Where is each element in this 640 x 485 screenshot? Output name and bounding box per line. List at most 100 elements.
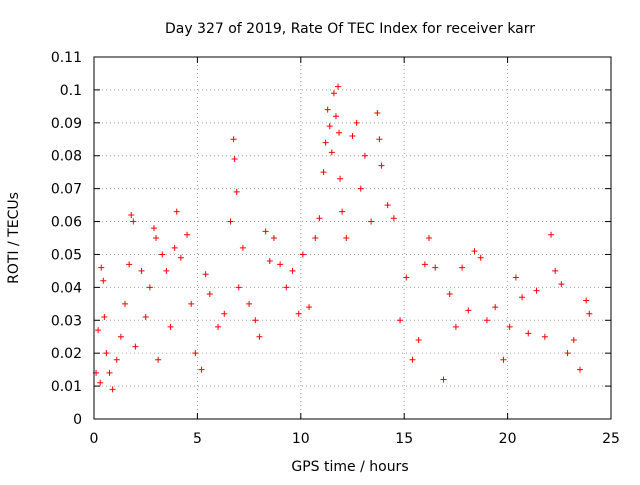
y-tick-label: 0.04: [51, 280, 82, 296]
data-point: [471, 248, 478, 255]
data-point: [239, 244, 246, 251]
data-point: [122, 300, 129, 307]
data-point: [459, 264, 466, 271]
data-point: [533, 287, 540, 294]
data-point: [231, 156, 238, 163]
data-point: [541, 333, 548, 340]
data-point: [153, 235, 160, 241]
data-point: [576, 366, 583, 373]
data-point: [512, 274, 519, 281]
data-point: [564, 350, 571, 357]
data-point: [320, 169, 327, 176]
data-point: [390, 215, 397, 222]
data-point: [171, 244, 178, 251]
data-point: [500, 356, 507, 363]
y-tick-label: 0.05: [51, 247, 82, 263]
x-tick-label: 25: [602, 431, 620, 447]
data-point: [202, 271, 209, 278]
y-tick-label: 0.03: [51, 313, 82, 329]
x-tick-label: 0: [90, 431, 99, 447]
y-tick-label: 0.11: [51, 50, 82, 66]
data-point: [230, 136, 237, 143]
data-point: [142, 313, 149, 320]
data-point: [277, 261, 284, 268]
data-point: [339, 208, 346, 215]
data-point: [103, 350, 110, 357]
y-tick-label: 0.1: [60, 83, 82, 99]
data-point: [357, 185, 364, 192]
data-point: [233, 188, 240, 195]
data-point: [332, 113, 339, 120]
y-tick-label: 0: [73, 412, 82, 428]
data-point: [374, 109, 381, 116]
data-point: [525, 330, 532, 337]
data-point: [324, 106, 331, 113]
y-tick-label: 0.07: [51, 182, 82, 198]
data-point: [150, 225, 157, 232]
data-point: [266, 258, 273, 265]
y-tick-label: 0.06: [51, 215, 82, 231]
data-point: [155, 356, 162, 363]
data-point: [432, 264, 439, 271]
chart-title: Day 327 of 2019, Rate Of TEC Index for r…: [165, 21, 535, 37]
y-axis-title: ROTI / TECUs: [6, 192, 22, 284]
data-point: [583, 297, 590, 304]
data-point: [330, 90, 337, 97]
data-point: [426, 235, 433, 241]
data-point: [440, 376, 447, 383]
data-point: [421, 261, 428, 268]
tick-labels-layer: 0 5 10 15 20 25 0 0.01 0.02 0.03 0.04 0.05 0.06 0.07 0…: [51, 50, 620, 447]
data-point: [192, 350, 199, 357]
data-point: [106, 369, 113, 376]
data-point: [384, 202, 391, 209]
y-tick-label: 0.01: [51, 379, 82, 395]
data-point: [132, 343, 139, 350]
data-point: [283, 284, 290, 291]
data-point: [256, 333, 263, 340]
data-point: [326, 123, 333, 130]
data-point: [452, 323, 459, 330]
x-tick-label: 15: [395, 431, 413, 447]
data-point: [246, 300, 253, 307]
data-point: [328, 149, 335, 156]
y-tick-label: 0.09: [51, 116, 82, 132]
data-point: [138, 267, 145, 274]
data-point: [130, 218, 137, 225]
data-point: [98, 264, 105, 271]
data-point: [173, 208, 180, 215]
ticks-layer: [93, 56, 612, 420]
data-point: [335, 83, 342, 90]
data-point: [221, 310, 228, 317]
data-point: [409, 356, 416, 363]
data-point: [378, 162, 385, 169]
data-point: [262, 228, 269, 235]
data-point: [227, 218, 234, 225]
data-point: [483, 317, 490, 324]
data-point: [146, 284, 153, 291]
data-point: [492, 304, 499, 311]
data-point: [198, 366, 205, 373]
data-point: [558, 281, 565, 288]
x-tick-label: 10: [292, 431, 310, 447]
data-point: [97, 379, 104, 386]
data-point: [252, 317, 259, 324]
data-point: [206, 290, 213, 297]
data-point: [177, 254, 184, 261]
data-point: [397, 317, 404, 324]
data-point: [215, 323, 222, 330]
data-point: [353, 119, 360, 126]
data-point: [349, 132, 356, 139]
data-point: [235, 284, 242, 291]
data-point: [95, 327, 102, 334]
data-point: [415, 337, 422, 344]
data-point: [465, 307, 472, 314]
data-point: [128, 211, 135, 218]
x-tick-label: 5: [193, 431, 202, 447]
data-point: [337, 175, 344, 182]
data-point: [163, 267, 170, 274]
y-tick-label: 0.02: [51, 346, 82, 362]
data-point: [570, 337, 577, 344]
data-point: [343, 235, 350, 241]
